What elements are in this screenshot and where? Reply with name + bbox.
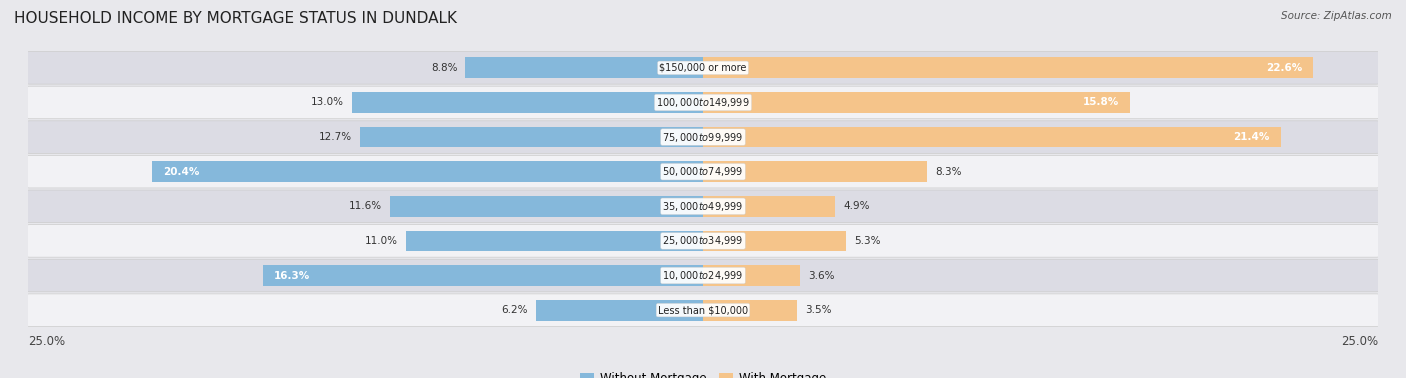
Text: 25.0%: 25.0%	[1341, 335, 1378, 348]
Text: $50,000 to $74,999: $50,000 to $74,999	[662, 165, 744, 178]
Text: Less than $10,000: Less than $10,000	[658, 305, 748, 315]
Text: $100,000 to $149,999: $100,000 to $149,999	[657, 96, 749, 109]
FancyBboxPatch shape	[20, 294, 1386, 327]
Text: 6.2%: 6.2%	[501, 305, 527, 315]
Bar	[465, 57, 703, 78]
Bar	[703, 92, 1129, 113]
Text: 11.6%: 11.6%	[349, 201, 382, 211]
FancyBboxPatch shape	[20, 51, 1386, 84]
Bar	[263, 265, 703, 286]
Text: $10,000 to $24,999: $10,000 to $24,999	[662, 269, 744, 282]
FancyBboxPatch shape	[20, 225, 1386, 257]
FancyBboxPatch shape	[20, 155, 1386, 188]
Bar	[536, 300, 703, 321]
Bar	[703, 265, 800, 286]
Text: $25,000 to $34,999: $25,000 to $34,999	[662, 234, 744, 248]
Text: 13.0%: 13.0%	[311, 98, 344, 107]
Text: 5.3%: 5.3%	[855, 236, 880, 246]
Bar	[703, 300, 797, 321]
Legend: Without Mortgage, With Mortgage: Without Mortgage, With Mortgage	[575, 367, 831, 378]
Text: 16.3%: 16.3%	[274, 271, 311, 280]
FancyBboxPatch shape	[20, 121, 1386, 153]
Bar	[703, 57, 1313, 78]
Text: 25.0%: 25.0%	[28, 335, 65, 348]
Text: 21.4%: 21.4%	[1233, 132, 1270, 142]
Bar	[703, 231, 846, 251]
FancyBboxPatch shape	[20, 86, 1386, 119]
Text: 4.9%: 4.9%	[844, 201, 870, 211]
Text: $150,000 or more: $150,000 or more	[659, 63, 747, 73]
Bar	[703, 161, 927, 182]
Text: $75,000 to $99,999: $75,000 to $99,999	[662, 130, 744, 144]
Bar	[352, 92, 703, 113]
Bar	[152, 161, 703, 182]
Text: 22.6%: 22.6%	[1265, 63, 1302, 73]
Text: 8.3%: 8.3%	[935, 167, 962, 177]
Text: 8.8%: 8.8%	[430, 63, 457, 73]
FancyBboxPatch shape	[20, 259, 1386, 292]
Text: $35,000 to $49,999: $35,000 to $49,999	[662, 200, 744, 213]
Text: HOUSEHOLD INCOME BY MORTGAGE STATUS IN DUNDALK: HOUSEHOLD INCOME BY MORTGAGE STATUS IN D…	[14, 11, 457, 26]
Text: 15.8%: 15.8%	[1083, 98, 1119, 107]
Text: 11.0%: 11.0%	[366, 236, 398, 246]
Text: 12.7%: 12.7%	[319, 132, 352, 142]
Text: Source: ZipAtlas.com: Source: ZipAtlas.com	[1281, 11, 1392, 21]
Bar	[406, 231, 703, 251]
Text: 3.6%: 3.6%	[808, 271, 835, 280]
Bar	[360, 127, 703, 147]
FancyBboxPatch shape	[20, 190, 1386, 223]
Text: 20.4%: 20.4%	[163, 167, 200, 177]
Bar	[703, 127, 1281, 147]
Bar	[389, 196, 703, 217]
Bar	[703, 196, 835, 217]
Text: 3.5%: 3.5%	[806, 305, 832, 315]
